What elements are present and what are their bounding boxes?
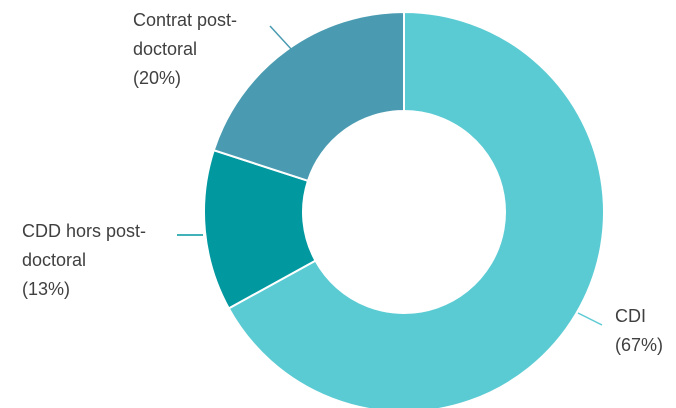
slices xyxy=(203,10,605,408)
leader-line-cdi xyxy=(577,312,603,326)
data-labels: CDI (67%) CDD hors post-doctoral (13%) Contr… xyxy=(22,10,663,355)
leader-line-contrat-post-doctoral xyxy=(269,25,293,51)
slice-cdi xyxy=(227,10,605,408)
data-label-contrat-post-doctoral: Contrat post-doctoral (20%) xyxy=(133,10,237,88)
data-label-cdd-hors-post-doctoral: CDD hors post-doctoral (13%) xyxy=(22,221,146,299)
slice-contrat-post-doctoral xyxy=(212,10,405,183)
data-label-cdi: CDI (67%) xyxy=(615,306,663,355)
leader-lines xyxy=(177,25,603,326)
